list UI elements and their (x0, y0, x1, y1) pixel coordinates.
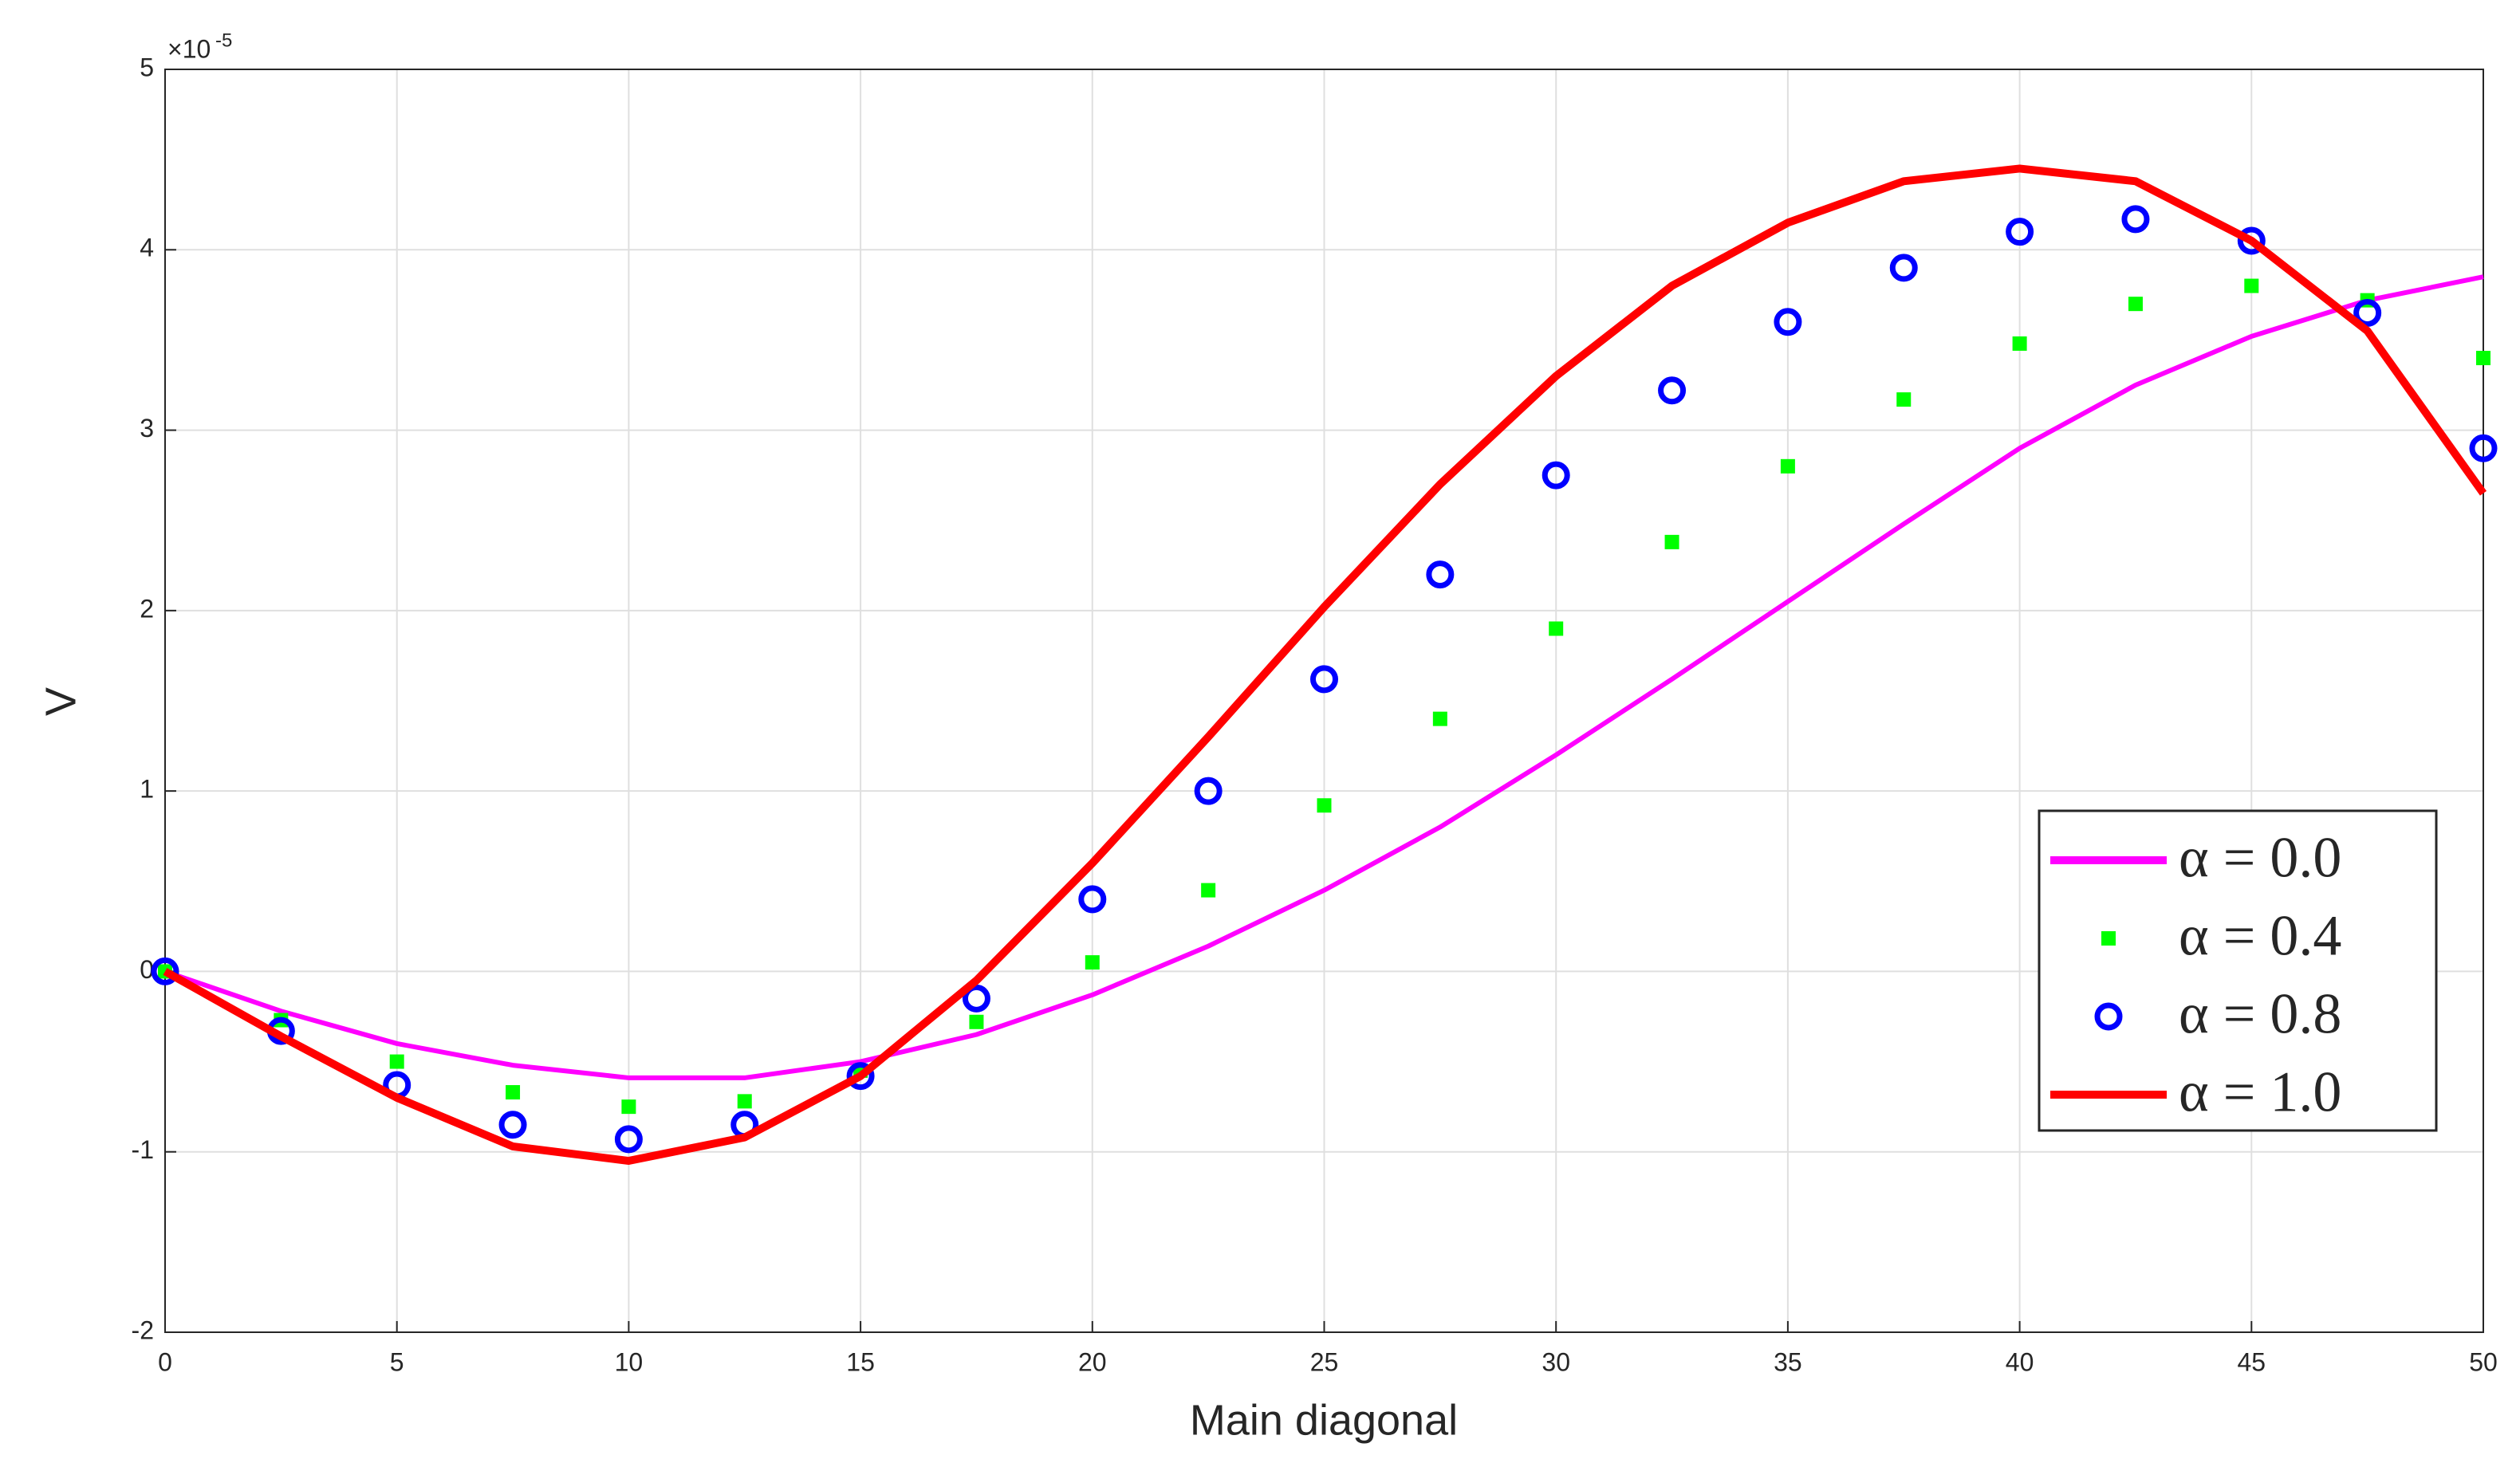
y-multiplier-exponent: -5 (215, 29, 232, 51)
data-point (2353, 298, 2382, 327)
data-point (389, 1054, 404, 1069)
x-tick-label: 10 (615, 1347, 644, 1376)
data-point (846, 1062, 875, 1091)
x-tick-label: 5 (390, 1347, 404, 1376)
series-line (163, 164, 2487, 1166)
data-point (1889, 254, 1918, 282)
y-tick-label: -1 (132, 1135, 154, 1164)
data-point (614, 1125, 643, 1154)
data-point (962, 984, 990, 1013)
data-point (1549, 621, 1564, 636)
data-point (1201, 883, 1216, 898)
data-point (1542, 461, 1570, 490)
y-axis-label: V (37, 687, 85, 716)
data-point (2476, 351, 2490, 366)
data-point (1896, 392, 1912, 407)
x-tick-label: 40 (2006, 1347, 2034, 1376)
x-tick-label: 35 (1774, 1347, 1802, 1376)
data-point (1774, 308, 1802, 336)
data-point (151, 957, 179, 985)
legend-label: α = 0.0 (2179, 826, 2341, 890)
x-tick-label: 50 (2469, 1347, 2498, 1376)
data-point (1085, 955, 1100, 970)
data-point (2121, 205, 2150, 234)
legend-label: α = 1.0 (2179, 1060, 2341, 1124)
data-point (2244, 278, 2259, 293)
x-tick-label: 20 (1078, 1347, 1107, 1376)
x-axis-label: Main diagonal (1190, 1396, 1458, 1444)
data-point (2006, 218, 2034, 246)
data-point (498, 1111, 527, 1139)
data-point (621, 1099, 636, 1115)
data-point (2469, 434, 2498, 462)
data-point (1317, 798, 1332, 813)
x-tick-label: 30 (1542, 1347, 1570, 1376)
x-tick-label: 15 (846, 1347, 875, 1376)
data-point (2012, 336, 2027, 351)
x-tick-label: 45 (2238, 1347, 2266, 1376)
data-point (1078, 885, 1107, 914)
data-point (1432, 711, 1447, 726)
x-tick-label: 0 (158, 1347, 172, 1376)
legend-swatch (2094, 1002, 2123, 1031)
data-point (506, 1085, 521, 1100)
legend-label: α = 0.4 (2179, 904, 2341, 968)
y-tick-label: 4 (140, 234, 154, 262)
y-tick-label: 3 (140, 414, 154, 442)
data-point (2128, 297, 2143, 312)
y-tick-label: -2 (132, 1315, 154, 1344)
data-point (1664, 534, 1679, 549)
y-tick-label: 2 (140, 594, 154, 623)
data-point (1310, 665, 1338, 694)
data-point (1780, 458, 1795, 474)
legend-label: α = 0.8 (2179, 982, 2341, 1046)
data-point (1426, 560, 1455, 589)
x-tick-label: 25 (1310, 1347, 1339, 1376)
y-tick-label: 5 (140, 53, 154, 81)
data-point (1194, 777, 1223, 805)
plot-frame (164, 69, 2484, 1333)
y-tick-label: 0 (140, 955, 154, 984)
series-line (164, 274, 2484, 1080)
data-point (969, 1014, 984, 1029)
data-point (737, 1094, 752, 1109)
data-point (1658, 376, 1687, 405)
data-point (2237, 226, 2266, 255)
y-tick-label: 1 (140, 775, 154, 804)
y-multiplier: ×10 (167, 34, 211, 63)
legend-swatch (2101, 931, 2116, 946)
